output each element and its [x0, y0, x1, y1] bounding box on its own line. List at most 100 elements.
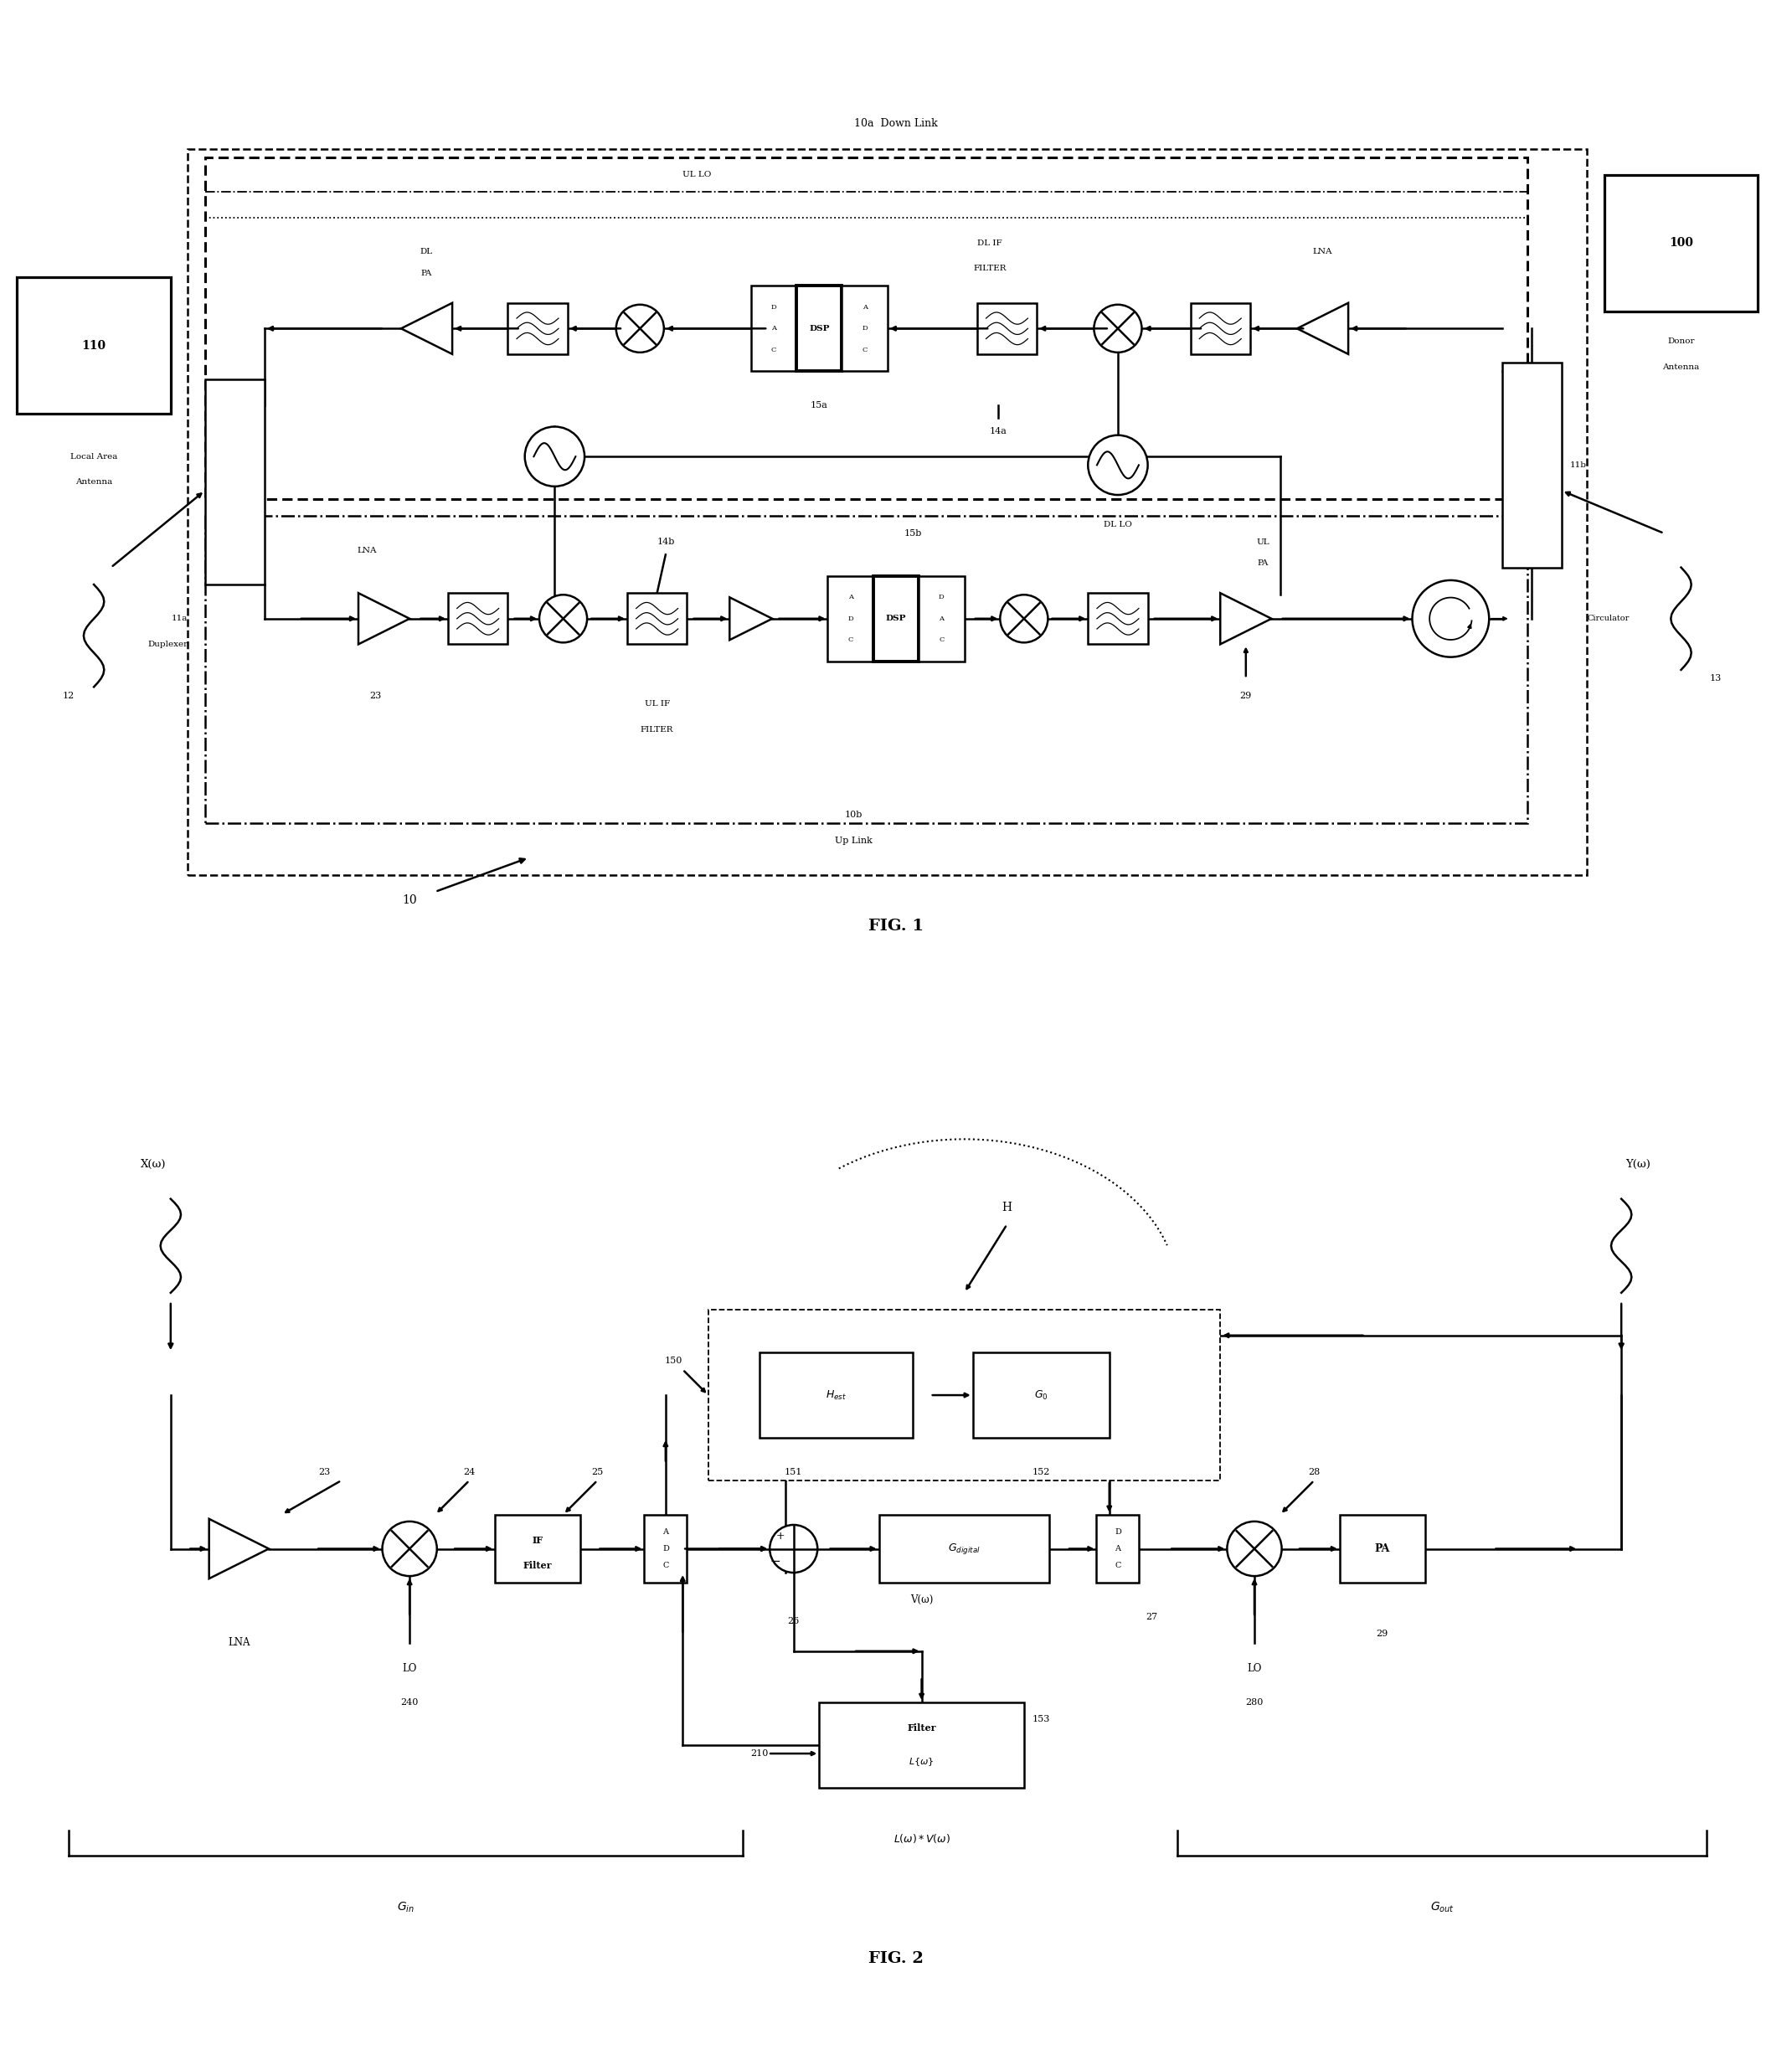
Text: C: C	[862, 347, 867, 353]
Text: LO: LO	[403, 1662, 418, 1673]
Bar	[1088, 593, 1147, 644]
Bar	[828, 576, 873, 661]
Text: Filter: Filter	[523, 1561, 552, 1569]
Circle shape	[539, 595, 588, 642]
Text: DSP: DSP	[885, 615, 907, 622]
Text: 110: 110	[82, 341, 106, 351]
Text: $L\{\omega\}$: $L\{\omega\}$	[909, 1757, 934, 1768]
Text: LNA: LNA	[357, 547, 376, 553]
Bar	[819, 1702, 1023, 1788]
Text: A: A	[771, 324, 776, 332]
Bar	[507, 304, 568, 353]
Text: 28: 28	[1308, 1468, 1321, 1476]
Text: Y(ω): Y(ω)	[1625, 1158, 1650, 1171]
Polygon shape	[358, 593, 410, 644]
Bar	[1190, 304, 1251, 353]
Text: C: C	[1115, 1561, 1122, 1569]
Text: FIG. 1: FIG. 1	[869, 919, 923, 933]
Text: PA: PA	[1258, 560, 1269, 568]
Text: Local Area: Local Area	[70, 452, 118, 460]
Circle shape	[1228, 1522, 1281, 1576]
Text: D: D	[862, 324, 867, 332]
Text: Up Link: Up Link	[835, 836, 873, 845]
Text: A: A	[939, 615, 944, 622]
Bar	[760, 1353, 914, 1437]
Text: 10b: 10b	[844, 812, 862, 820]
Text: X(ω): X(ω)	[142, 1158, 167, 1171]
Text: D: D	[1115, 1528, 1122, 1536]
Text: 240: 240	[401, 1697, 419, 1706]
Polygon shape	[1220, 593, 1272, 644]
Bar	[1502, 363, 1561, 568]
Text: 13: 13	[1710, 673, 1720, 684]
Text: 210: 210	[751, 1749, 769, 1757]
Text: A: A	[848, 595, 853, 601]
Text: UL IF: UL IF	[645, 700, 670, 708]
Bar	[645, 1514, 686, 1584]
Text: D: D	[848, 615, 853, 622]
Text: 29: 29	[1376, 1629, 1389, 1638]
Text: D: D	[939, 595, 944, 601]
Bar	[919, 576, 964, 661]
Text: −: −	[771, 1555, 781, 1567]
Text: C: C	[848, 636, 853, 644]
Bar	[627, 593, 686, 644]
Text: 23: 23	[319, 1468, 330, 1476]
Text: DL LO: DL LO	[1104, 520, 1133, 529]
Text: 24: 24	[464, 1468, 475, 1476]
Text: 280: 280	[1245, 1697, 1263, 1706]
Text: $G_{out}$: $G_{out}$	[1430, 1900, 1455, 1914]
Bar	[495, 1514, 581, 1584]
Bar	[842, 285, 887, 372]
Text: 100: 100	[1668, 237, 1693, 250]
Circle shape	[1088, 436, 1147, 496]
Circle shape	[525, 427, 584, 487]
Text: 25: 25	[591, 1468, 604, 1476]
Circle shape	[1093, 306, 1142, 353]
Text: PA: PA	[1374, 1543, 1391, 1555]
Text: D: D	[663, 1545, 668, 1553]
Text: DL IF: DL IF	[977, 240, 1002, 248]
Bar	[708, 1309, 1220, 1481]
Circle shape	[382, 1522, 437, 1576]
Text: C: C	[771, 347, 776, 353]
Text: 11a: 11a	[172, 615, 188, 622]
Polygon shape	[1297, 304, 1348, 353]
Text: LNA: LNA	[1314, 248, 1333, 256]
Text: 14a: 14a	[989, 427, 1007, 436]
Bar	[204, 380, 265, 584]
Circle shape	[771, 1524, 817, 1574]
Circle shape	[1412, 580, 1489, 657]
Text: 10: 10	[401, 894, 418, 907]
Text: $G_{digital}$: $G_{digital}$	[948, 1543, 980, 1555]
Bar	[204, 157, 1527, 500]
Text: Circulator: Circulator	[1588, 615, 1629, 622]
Bar	[973, 1353, 1109, 1437]
Bar	[796, 285, 842, 372]
Bar	[1097, 1514, 1140, 1584]
Bar	[1340, 1514, 1425, 1584]
Text: A: A	[663, 1528, 668, 1536]
Text: UL: UL	[1256, 539, 1269, 545]
Bar	[204, 516, 1527, 824]
Bar	[1604, 176, 1758, 312]
Text: 151: 151	[785, 1468, 803, 1476]
Text: FIG. 2: FIG. 2	[869, 1951, 923, 1966]
Text: C: C	[663, 1561, 668, 1569]
Text: LNA: LNA	[228, 1638, 251, 1648]
Bar	[188, 149, 1588, 876]
Text: 153: 153	[1032, 1716, 1050, 1724]
Text: $L(\omega)*V(\omega)$: $L(\omega)*V(\omega)$	[892, 1832, 950, 1846]
Text: Donor: Donor	[1668, 337, 1695, 345]
Text: FILTER: FILTER	[973, 264, 1007, 273]
Text: FILTER: FILTER	[640, 725, 674, 733]
Text: 150: 150	[665, 1357, 683, 1365]
Text: 29: 29	[1240, 692, 1253, 700]
Text: $G_{in}$: $G_{in}$	[396, 1900, 414, 1914]
Polygon shape	[401, 304, 452, 353]
Text: 15b: 15b	[905, 529, 923, 537]
Text: DL: DL	[421, 248, 434, 256]
Bar	[448, 593, 507, 644]
Circle shape	[616, 306, 663, 353]
Text: C: C	[939, 636, 944, 644]
